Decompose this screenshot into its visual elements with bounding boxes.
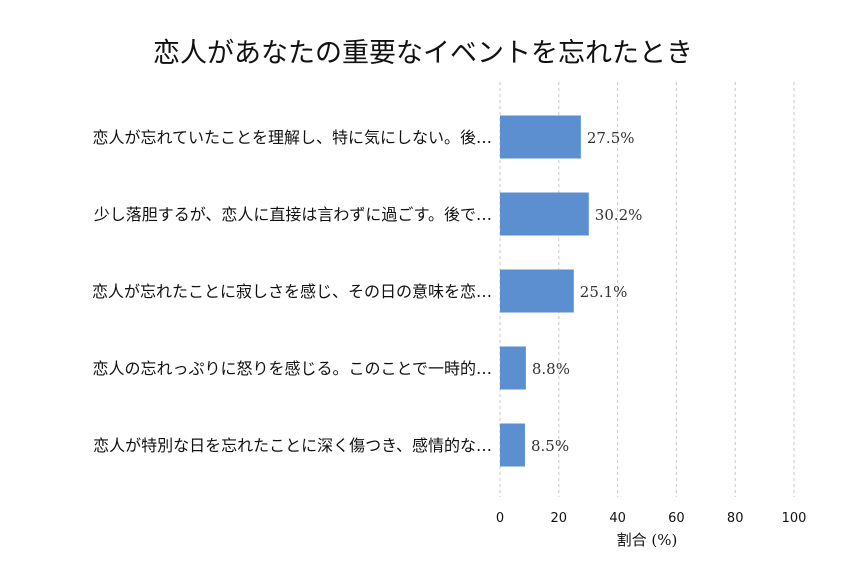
value-label: 30.2% xyxy=(595,206,643,224)
category-label: 恋人の忘れっぷりに怒りを感じる。このことで一時的… xyxy=(92,359,492,378)
category-labels: 恋人が忘れていたことを理解し、特に気にしない。後… 少し落胆するが、恋人に直接は言… xyxy=(92,128,492,455)
bar xyxy=(500,192,589,236)
x-tick-label: 100 xyxy=(782,511,807,526)
bars xyxy=(500,115,589,467)
value-labels: 27.5% 30.2% 25.1% 8.8% 8.5% xyxy=(531,129,642,455)
x-tick-labels: 0 20 40 60 80 100 xyxy=(496,511,807,526)
value-label: 27.5% xyxy=(587,129,635,147)
value-label: 25.1% xyxy=(580,283,628,301)
x-tick-label: 20 xyxy=(551,511,568,526)
chart-title: 恋人があなたの重要なイベントを忘れたとき xyxy=(153,38,693,69)
x-tick-label: 80 xyxy=(727,511,744,526)
value-label: 8.5% xyxy=(531,437,569,455)
bar xyxy=(500,269,574,313)
x-axis-title: 割合 (%) xyxy=(617,531,678,549)
value-label: 8.8% xyxy=(532,360,570,378)
category-label: 恋人が特別な日を忘れたことに深く傷つき、感情的な… xyxy=(93,436,492,455)
category-label: 恋人が忘れていたことを理解し、特に気にしない。後… xyxy=(92,128,492,147)
x-tick-label: 60 xyxy=(668,511,685,526)
x-tick-label: 40 xyxy=(609,511,626,526)
category-label: 少し落胆するが、恋人に直接は言わずに過ごす。後で… xyxy=(94,205,492,224)
x-tick-label: 0 xyxy=(496,511,504,526)
category-label: 恋人が忘れたことに寂しさを感じ、その日の意味を恋… xyxy=(92,282,492,301)
bar xyxy=(500,115,581,159)
bar xyxy=(500,423,525,467)
bar xyxy=(500,346,526,390)
